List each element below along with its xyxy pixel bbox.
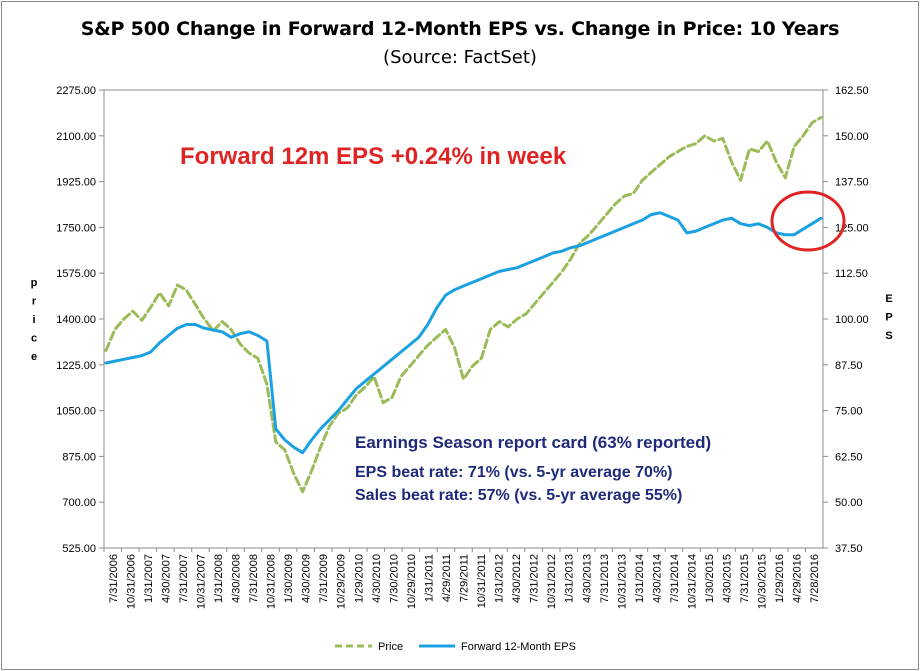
axis-label-letter: p	[31, 277, 38, 289]
axis-label-letter: S	[885, 330, 892, 342]
y-left-tick-label: 875.00	[62, 451, 96, 463]
x-tick-label: 1/30/2009	[283, 554, 295, 603]
y-right-tick-label: 137.50	[835, 177, 869, 189]
x-tick-label: 4/29/2011	[441, 554, 453, 602]
y-right-tick-label: 75.00	[835, 406, 863, 418]
y-left-tick-label: 1400.00	[56, 314, 96, 326]
x-tick-label: 1/31/2013	[564, 554, 576, 603]
x-tick-label: 4/30/2010	[371, 554, 383, 603]
x-tick-label: 4/30/2015	[722, 554, 734, 603]
x-tick-label: 1/30/2015	[704, 554, 716, 603]
x-tick-label: 7/30/2010	[388, 554, 400, 603]
x-tick-label: 7/31/2012	[529, 554, 541, 603]
x-tick-label: 7/31/2009	[318, 554, 330, 603]
x-tick-label: 7/31/2015	[739, 554, 751, 603]
highlight-circle	[770, 190, 846, 252]
eps-beat-rate: EPS beat rate: 71% (vs. 5-yr average 70%…	[355, 464, 673, 481]
x-tick-label: 7/31/2007	[178, 554, 190, 603]
price-series-line	[104, 116, 823, 494]
y-right-tick-label: 150.00	[835, 131, 869, 143]
axis-label-letter: i	[32, 314, 35, 326]
x-tick-label: 4/30/2008	[231, 554, 243, 603]
x-tick-label: 7/31/2014	[669, 554, 681, 603]
y-right-tick-label: 112.50	[835, 268, 868, 280]
x-tick-label: 10/31/2008	[266, 554, 278, 609]
y-left-tick-label: 1925.00	[56, 177, 96, 189]
chart-title: S&P 500 Change in Forward 12-Month EPS v…	[80, 18, 840, 40]
x-tick-label: 4/30/2013	[581, 554, 593, 603]
eps-week-annotation: Forward 12m EPS +0.24% in week	[180, 143, 567, 170]
x-tick-label: 10/30/2015	[757, 554, 769, 609]
x-tick-label: 4/30/2009	[301, 554, 313, 603]
y-right-tick-label: 37.50	[835, 543, 863, 555]
y-right-ticks: 162.50150.00137.50125.00112.50100.0087.5…	[823, 85, 869, 555]
legend-eps-label: Forward 12-Month EPS	[461, 641, 576, 653]
x-tick-label: 4/30/2014	[651, 554, 663, 603]
axis-label-letter: P	[885, 312, 892, 324]
x-tick-label: 7/28/2016	[809, 554, 821, 603]
y-right-tick-label: 100.00	[835, 314, 869, 326]
x-tick-label: 4/29/2016	[792, 554, 804, 603]
legend-price-label: Price	[378, 641, 403, 653]
x-tick-label: 10/31/2014	[686, 554, 698, 609]
x-tick-label: 10/31/2011	[476, 554, 488, 608]
y-left-tick-label: 1050.00	[56, 406, 96, 418]
x-tick-label: 10/31/2006	[125, 554, 137, 609]
report-card-header: Earnings Season report card (63% reporte…	[355, 433, 711, 452]
x-tick-label: 7/31/2006	[108, 554, 120, 603]
y-left-tick-label: 2275.00	[56, 85, 96, 97]
x-tick-label: 1/31/2007	[143, 554, 155, 603]
y-right-tick-label: 162.50	[835, 85, 869, 97]
x-tick-label: 10/31/2012	[546, 554, 558, 609]
y-left-tick-label: 1750.00	[56, 222, 96, 234]
x-tick-label: 7/31/2008	[248, 554, 260, 603]
x-tick-label: 10/31/2013	[616, 554, 628, 609]
x-tick-label: 1/31/2012	[494, 554, 506, 603]
y-left-tick-label: 1575.00	[56, 268, 96, 280]
eps-series-line	[104, 211, 823, 455]
x-tick-label: 7/29/2011	[459, 554, 471, 602]
y-left-ticks: 2275.00 2100.00 1925.00 1750.00 1575.00 1400.…	[56, 85, 104, 555]
y-axis-right-label: EPS	[885, 293, 892, 342]
x-tick-label: 1/29/2016	[774, 554, 786, 603]
x-tick-label: 4/30/2007	[160, 554, 172, 603]
axis-label-letter: E	[885, 293, 892, 305]
x-tick-label: 1/31/2014	[634, 554, 646, 603]
x-tick-label: 7/31/2013	[599, 554, 611, 603]
y-left-tick-label: 1225.00	[56, 360, 96, 372]
sales-beat-rate: Sales beat rate: 57% (vs. 5-yr average 5…	[355, 487, 682, 504]
y-left-tick-label: 525.00	[62, 543, 96, 555]
x-tick-label: 10/29/2010	[406, 554, 418, 609]
y-right-tick-label: 50.00	[835, 497, 863, 509]
x-tick-label: 10/31/2007	[195, 554, 207, 609]
y-left-tick-label: 2100.00	[56, 131, 96, 143]
axis-label-letter: c	[31, 333, 37, 345]
axis-label-letter: r	[32, 296, 37, 308]
y-right-tick-label: 87.50	[835, 360, 863, 372]
x-tick-label: 1/31/2011	[423, 554, 435, 602]
x-tick-label: 1/29/2010	[353, 554, 365, 603]
x-ticks: 7/31/2006 10/31/2006 1/31/2007 4/30/2007 7/3…	[103, 548, 821, 609]
x-tick-label: 4/30/2012	[511, 554, 523, 603]
axis-label-letter: e	[31, 351, 37, 363]
y-left-tick-label: 700.00	[62, 497, 96, 509]
chart-subtitle: (Source: FactSet)	[383, 47, 537, 68]
series-group	[104, 116, 823, 494]
y-right-tick-label: 62.50	[835, 451, 863, 463]
legend: Price Forward 12-Month EPS	[335, 641, 576, 653]
x-tick-label: 10/29/2009	[336, 554, 348, 609]
x-tick-label: 1/31/2008	[213, 554, 225, 603]
